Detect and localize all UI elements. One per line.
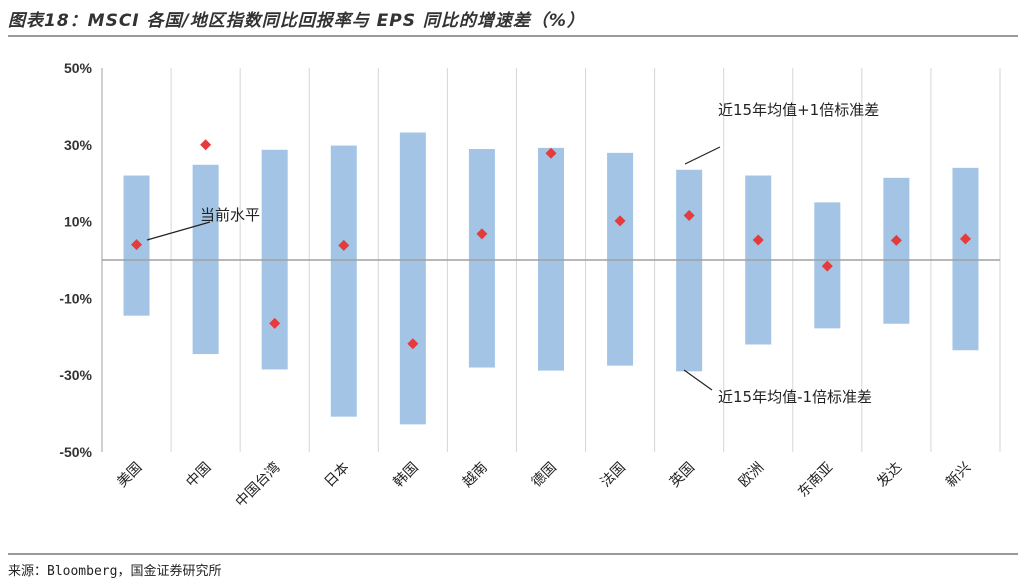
y-tick-label: -10% [59, 290, 92, 306]
category-label: 德国 [529, 460, 560, 491]
lower-band-leader-line [683, 369, 713, 391]
category-label: 新兴 [943, 460, 974, 491]
category-label: 欧洲 [736, 460, 767, 491]
std-band-bar [538, 147, 564, 371]
current-markers [131, 139, 971, 350]
y-tick-label: -30% [59, 367, 92, 383]
category-label: 英国 [666, 459, 698, 491]
std-band-bar [607, 152, 634, 366]
current-level-marker [269, 317, 281, 329]
category-label: 东南亚 [795, 460, 836, 501]
upper-band-leader-line [684, 146, 721, 165]
y-tick-label: -50% [59, 444, 92, 460]
source-note: 来源：Bloomberg，国金证券研究所 [8, 564, 222, 579]
std-band-bar [468, 149, 495, 368]
current-level-marker [131, 239, 143, 251]
std-band-bar [399, 132, 426, 425]
y-tick-labels: 50% 30% 10% -10% -30% -50% [59, 60, 92, 460]
current-level-marker [959, 233, 971, 245]
current-level-marker [890, 234, 902, 246]
category-label: 日本 [321, 460, 352, 491]
category-label: 美国 [114, 460, 145, 491]
current-level-label: 当前水平 [200, 206, 260, 224]
current-level-marker [338, 239, 350, 251]
annotations: 当前水平 近15年均值+1倍标准差 近15年均值-1倍标准差 [146, 101, 879, 406]
current-level-marker [683, 209, 695, 221]
y-tick-label: 10% [64, 214, 93, 230]
std-band-bar [883, 177, 910, 324]
std-band-bar [952, 167, 979, 351]
category-label: 中国台湾 [232, 459, 284, 511]
category-label: 法国 [598, 460, 629, 491]
category-labels: 美国 中国 中国台湾 日本 韩国 越南 德国 法国 英国 欧洲 东南亚 发达 新兴 [114, 459, 974, 511]
current-level-marker [614, 215, 626, 227]
current-level-marker [821, 260, 833, 272]
current-level-leader-line [146, 221, 211, 241]
std-band-bar [330, 145, 357, 417]
std-band-bar [676, 169, 703, 372]
category-label: 发达 [874, 460, 905, 491]
lower-band-label: 近15年均值-1倍标准差 [718, 388, 872, 406]
chart-title: 图表18：MSCI 各国/地区指数同比回报率与 EPS 同比的增速差（%） [8, 11, 585, 31]
footer-divider [8, 553, 1018, 555]
current-level-marker [407, 338, 419, 350]
current-level-marker [752, 234, 764, 246]
y-tick-label: 50% [64, 60, 93, 76]
std-bands [123, 132, 979, 425]
upper-band-label: 近15年均值+1倍标准差 [718, 101, 879, 119]
current-level-marker [200, 139, 212, 151]
current-level-marker [476, 228, 488, 240]
y-tick-label: 30% [64, 137, 93, 153]
current-level-marker [545, 147, 557, 159]
title-divider [8, 35, 1018, 37]
category-label: 韩国 [391, 460, 422, 491]
category-label: 越南 [460, 460, 491, 491]
category-label: 中国 [183, 460, 214, 491]
